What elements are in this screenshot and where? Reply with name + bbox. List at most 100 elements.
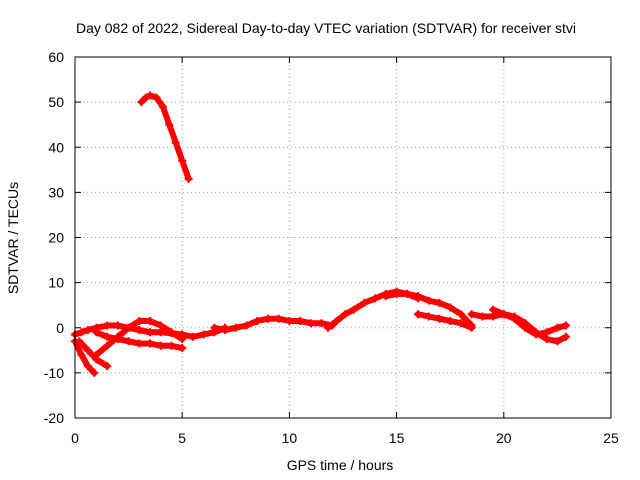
data-point bbox=[332, 316, 341, 325]
y-tick-label: 10 bbox=[48, 275, 64, 291]
data-point bbox=[158, 102, 167, 111]
data-point bbox=[146, 328, 155, 337]
data-point bbox=[178, 344, 187, 353]
axis-ticks: 0 5 10 15 20 25 -20 -10 0 10 20 30 40 50 60 bbox=[44, 49, 619, 446]
data-point bbox=[156, 321, 165, 330]
data-point bbox=[274, 314, 283, 323]
data-point bbox=[199, 330, 208, 339]
data-point bbox=[83, 346, 92, 355]
data-points bbox=[71, 91, 570, 377]
data-point bbox=[424, 312, 433, 321]
data-point bbox=[83, 326, 92, 335]
data-point bbox=[467, 323, 476, 332]
data-point bbox=[221, 326, 230, 335]
x-axis-title: GPS time / hours bbox=[287, 457, 394, 473]
data-point bbox=[137, 98, 146, 107]
series-arc-main-5 bbox=[92, 328, 187, 353]
data-point bbox=[103, 332, 112, 341]
data-point bbox=[77, 350, 86, 359]
data-point bbox=[435, 298, 444, 307]
x-tick-label: 25 bbox=[603, 430, 619, 446]
data-point bbox=[165, 120, 174, 129]
data-point bbox=[403, 289, 412, 298]
series-line bbox=[72, 338, 98, 376]
data-point bbox=[92, 328, 101, 337]
data-point bbox=[135, 339, 144, 348]
data-point bbox=[103, 321, 112, 330]
data-point bbox=[210, 323, 219, 332]
data-point bbox=[178, 335, 187, 344]
series-line bbox=[325, 288, 421, 331]
grid-lines bbox=[75, 57, 611, 418]
data-point bbox=[317, 319, 326, 328]
series-line bbox=[138, 92, 192, 182]
data-point bbox=[561, 321, 570, 330]
data-point bbox=[446, 303, 455, 312]
data-point bbox=[381, 292, 390, 301]
data-point bbox=[263, 314, 272, 323]
data-point bbox=[435, 314, 444, 323]
data-point bbox=[75, 337, 84, 346]
data-point bbox=[296, 316, 305, 325]
data-point bbox=[113, 335, 122, 344]
data-point bbox=[77, 328, 86, 337]
series-arc-main-11 bbox=[489, 305, 570, 339]
series-arc-main-4 bbox=[92, 316, 187, 359]
data-point bbox=[553, 337, 562, 346]
series-arc-high bbox=[137, 91, 193, 183]
data-point bbox=[446, 316, 455, 325]
data-point bbox=[561, 332, 570, 341]
data-point bbox=[152, 93, 161, 102]
y-tick-label: 20 bbox=[48, 230, 64, 246]
data-point bbox=[178, 156, 187, 165]
data-point bbox=[135, 316, 144, 325]
x-tick-label: 0 bbox=[71, 430, 79, 446]
data-point bbox=[141, 93, 150, 102]
data-point bbox=[242, 321, 251, 330]
y-tick-label: 60 bbox=[48, 49, 64, 65]
data-point bbox=[306, 319, 315, 328]
data-point bbox=[499, 310, 508, 319]
data-point bbox=[392, 289, 401, 298]
data-point bbox=[167, 328, 176, 337]
data-point bbox=[135, 326, 144, 335]
data-point bbox=[424, 296, 433, 305]
data-point bbox=[414, 310, 423, 319]
x-tick-label: 15 bbox=[389, 430, 405, 446]
data-point bbox=[124, 323, 133, 332]
data-point bbox=[231, 323, 240, 332]
x-tick-label: 20 bbox=[496, 430, 512, 446]
data-point bbox=[456, 319, 465, 328]
data-point bbox=[341, 310, 350, 319]
data-point bbox=[113, 321, 122, 330]
data-point bbox=[456, 310, 465, 319]
data-point bbox=[92, 350, 101, 359]
y-tick-label: -20 bbox=[44, 410, 64, 426]
data-point bbox=[253, 316, 262, 325]
data-point bbox=[489, 305, 498, 314]
data-point bbox=[83, 362, 92, 371]
data-point bbox=[156, 328, 165, 337]
data-point bbox=[478, 312, 487, 321]
data-point bbox=[553, 323, 562, 332]
data-point bbox=[156, 341, 165, 350]
series-arc-main-9 bbox=[414, 310, 476, 332]
data-point bbox=[489, 312, 498, 321]
data-point bbox=[531, 330, 540, 339]
data-point bbox=[323, 323, 332, 332]
data-point bbox=[124, 337, 133, 346]
chart-title: Day 082 of 2022, Sidereal Day-to-day VTE… bbox=[76, 20, 576, 36]
y-tick-label: 50 bbox=[48, 94, 64, 110]
x-tick-label: 10 bbox=[282, 430, 298, 446]
y-tick-label: 40 bbox=[48, 139, 64, 155]
data-point bbox=[184, 174, 193, 183]
y-tick-label: -10 bbox=[44, 365, 64, 381]
x-tick-label: 5 bbox=[178, 430, 186, 446]
data-point bbox=[371, 294, 380, 303]
data-point bbox=[167, 341, 176, 350]
data-point bbox=[90, 368, 99, 377]
data-point bbox=[542, 335, 551, 344]
data-point bbox=[285, 316, 294, 325]
data-point bbox=[349, 305, 358, 314]
